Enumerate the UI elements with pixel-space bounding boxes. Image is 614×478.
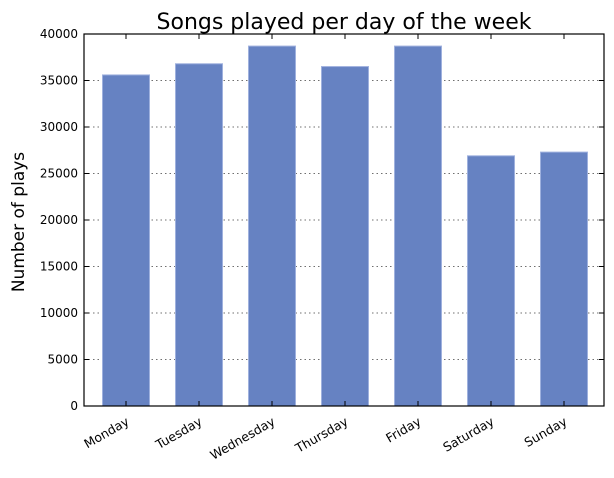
bar-sunday [540,151,588,407]
x-tick-label: Monday [81,413,132,451]
y-tick-label: 10000 [40,306,78,320]
y-tick-label: 20000 [40,213,78,227]
bar-friday [394,45,442,407]
bar-saturday [467,155,515,407]
y-tick-label: 40000 [40,27,78,41]
y-tick-label: 30000 [40,120,78,134]
grid-lines [84,80,604,360]
bars [102,45,588,407]
y-tick-label: 15000 [40,260,78,274]
bar-wednesday [248,45,296,407]
x-tick-label: Thursday [292,413,351,456]
x-tick-label: Friday [383,413,424,445]
y-tick-label: 35000 [40,74,78,88]
y-tick-label: 5000 [47,353,78,367]
x-tick-label: Tuesday [152,413,205,452]
bar-thursday [321,66,369,407]
chart-title: Songs played per day of the week [157,10,532,35]
bar-monday [102,74,150,407]
x-tick-label: Wednesday [207,413,278,462]
y-tick-label: 25000 [40,167,78,181]
x-tick-label: Sunday [521,413,570,450]
x-tick-label: Saturday [440,413,497,454]
y-axis-label: Number of plays [9,152,29,292]
y-tick-label: 0 [70,399,78,413]
y-axis-ticks: 0 5000 10000 15000 20000 25000 30000 35000 40000 [40,27,604,413]
bar-tuesday [175,63,223,407]
